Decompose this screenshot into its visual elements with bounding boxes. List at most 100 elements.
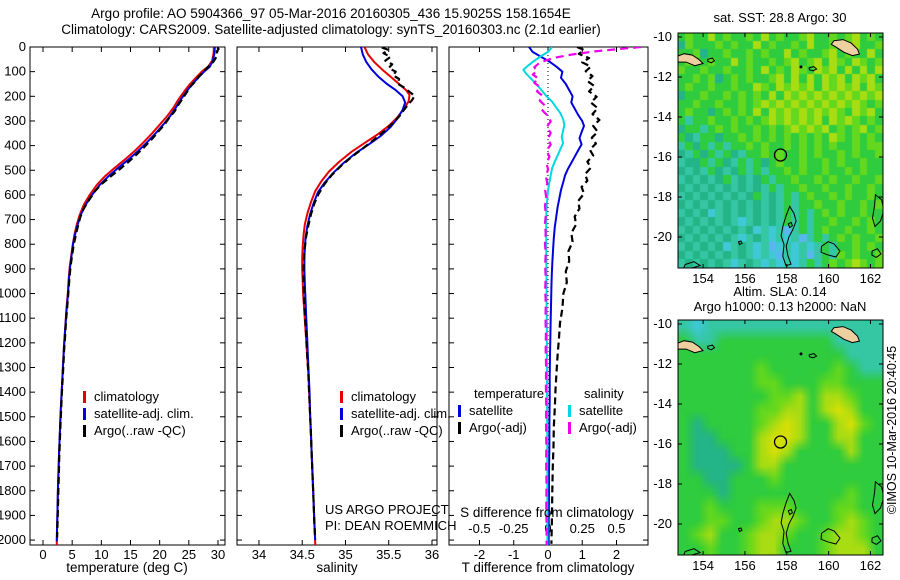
x-tick-label: 20 <box>152 547 166 562</box>
satellite-clim-swatch <box>83 408 86 420</box>
island-southeast-group <box>820 528 841 545</box>
map-frame <box>677 32 884 269</box>
argo-float-marker <box>773 435 788 449</box>
s-satellite-swatch <box>568 405 571 417</box>
sst-map-image <box>678 33 883 268</box>
x-tick-label: 1 <box>579 547 586 562</box>
x-tick-label: 5 <box>69 547 76 562</box>
island-bottom-left-piece <box>683 261 702 268</box>
island-santa-cruz <box>830 326 861 344</box>
map-y-tick-label: -10 <box>653 316 672 331</box>
s-argo-swatch <box>568 422 571 434</box>
depth-tick-label: 1100 <box>0 310 26 325</box>
legend-item: climatology <box>83 388 194 405</box>
depth-tick-label: 1600 <box>0 433 26 448</box>
imos-credit: ©IMOS 10-Mar-2016 20:40:45 <box>885 345 899 515</box>
map-x-tick-label: 162 <box>860 558 882 573</box>
t-satellite-swatch <box>458 405 461 417</box>
x-tick-label: 36 <box>425 547 439 562</box>
map-x-tick-label: 154 <box>692 558 714 573</box>
depth-tick-label: 2000 <box>0 532 26 547</box>
x-tick-label: 0 <box>544 547 551 562</box>
legend-item: Argo(-adj) <box>568 419 637 436</box>
island-small-island-2 <box>808 66 818 72</box>
sst-map-title: sat. SST: 28.8 Argo: 30 <box>713 10 847 25</box>
map-y-tick-label: -12 <box>653 356 672 371</box>
island-bottom-left-piece <box>683 548 702 555</box>
x-tick-label: 25 <box>182 547 196 562</box>
series-t-satellite <box>528 47 585 545</box>
legend-label: climatology <box>94 389 160 404</box>
depth-tick-label: 700 <box>4 212 26 227</box>
island-makira-group <box>678 340 704 354</box>
project-note: US ARGO PROJECT PI: DEAN ROEMMICH <box>325 502 456 534</box>
island-southeast-group <box>820 241 841 258</box>
map-overlay <box>678 39 883 268</box>
depth-tick-label: 1000 <box>0 286 26 301</box>
legend-header: temperature <box>474 386 545 401</box>
legend-label: Argo(-adj) <box>469 420 527 435</box>
series-t-argo-adj <box>550 47 601 544</box>
island-east-island <box>871 193 883 228</box>
difference-legend-salinity: salinity satellite Argo(-adj) <box>568 385 637 436</box>
islet-dot <box>799 352 803 356</box>
depth-tick-label: 500 <box>4 162 26 177</box>
t-difference-axis-label: T difference from climatology <box>461 560 635 575</box>
map-x-tick-label: 156 <box>734 558 756 573</box>
series-s-argo-adj <box>531 47 642 545</box>
islet-dot <box>799 65 803 69</box>
map-y-tick-label: -16 <box>653 149 672 164</box>
depth-tick-label: 800 <box>4 236 26 251</box>
plot-frame <box>236 46 438 546</box>
depth-tick-label: 0 <box>19 39 26 54</box>
depth-tick-label: 900 <box>4 261 26 276</box>
island-tiny-ring <box>737 527 743 533</box>
island-small-island-1 <box>707 344 716 351</box>
legend-header: salinity <box>584 386 624 401</box>
map-y-tick-label: -18 <box>653 189 672 204</box>
series-argo-raw <box>56 47 220 538</box>
depth-tick-label: 1800 <box>0 483 26 498</box>
depth-tick-label: 300 <box>4 113 26 128</box>
temperature-legend: climatology satellite-adj. clim. Argo(..… <box>83 388 194 439</box>
sla-map-title-line2: Argo h1000: 0.13 h2000: NaN <box>693 299 867 314</box>
map-y-tick-label: -12 <box>653 69 672 84</box>
island-vanuatu-inner <box>787 508 794 516</box>
island-santa-cruz <box>830 39 861 57</box>
series-s-satellite <box>522 47 566 545</box>
island-tiny-ring <box>737 240 743 246</box>
x-tick-label: 15 <box>123 547 137 562</box>
legend-label: satellite <box>579 403 624 418</box>
depth-tick-label: 100 <box>4 64 26 79</box>
figure-title: Argo profile: AO 5904366_97 05-Mar-2016 … <box>91 6 571 21</box>
s-tick-label: 0.5 <box>607 521 625 536</box>
map-x-tick-label: 158 <box>776 558 798 573</box>
map-x-tick-label: 160 <box>818 558 840 573</box>
x-tick-label: 30 <box>211 547 225 562</box>
x-tick-label: 34 <box>252 547 266 562</box>
island-east-island <box>871 480 883 515</box>
series-climatology <box>55 47 215 545</box>
depth-tick-label: 1400 <box>0 384 26 399</box>
map-frame <box>677 319 884 556</box>
depth-tick-label: 1900 <box>0 507 26 522</box>
map-y-tick-label: -10 <box>653 29 672 44</box>
map-y-tick-label: -14 <box>653 396 672 411</box>
difference-legend-temperature: temperature satellite Argo(-adj) <box>458 385 544 436</box>
map-x-tick-label: 158 <box>776 271 798 286</box>
panel-salinity-profile: 34 34.5 35 35.5 36 <box>236 46 439 562</box>
island-small-island-2 <box>808 353 818 359</box>
depth-tick-label: 1700 <box>0 458 26 473</box>
climatology-swatch <box>83 391 86 403</box>
x-tick-label: 2 <box>613 547 620 562</box>
climatology-swatch <box>340 391 343 403</box>
legend-label: climatology <box>351 389 417 404</box>
island-corner-island <box>871 535 882 545</box>
island-vanuatu-main <box>780 205 797 267</box>
legend-item: Argo(-adj) <box>458 419 544 436</box>
legend-item: satellite <box>568 402 637 419</box>
map-y-tick-label: -14 <box>653 109 672 124</box>
panel-sst-map: 154 156 158 160 162 -10 -12 -14 -16 -18 -20 <box>653 29 884 286</box>
